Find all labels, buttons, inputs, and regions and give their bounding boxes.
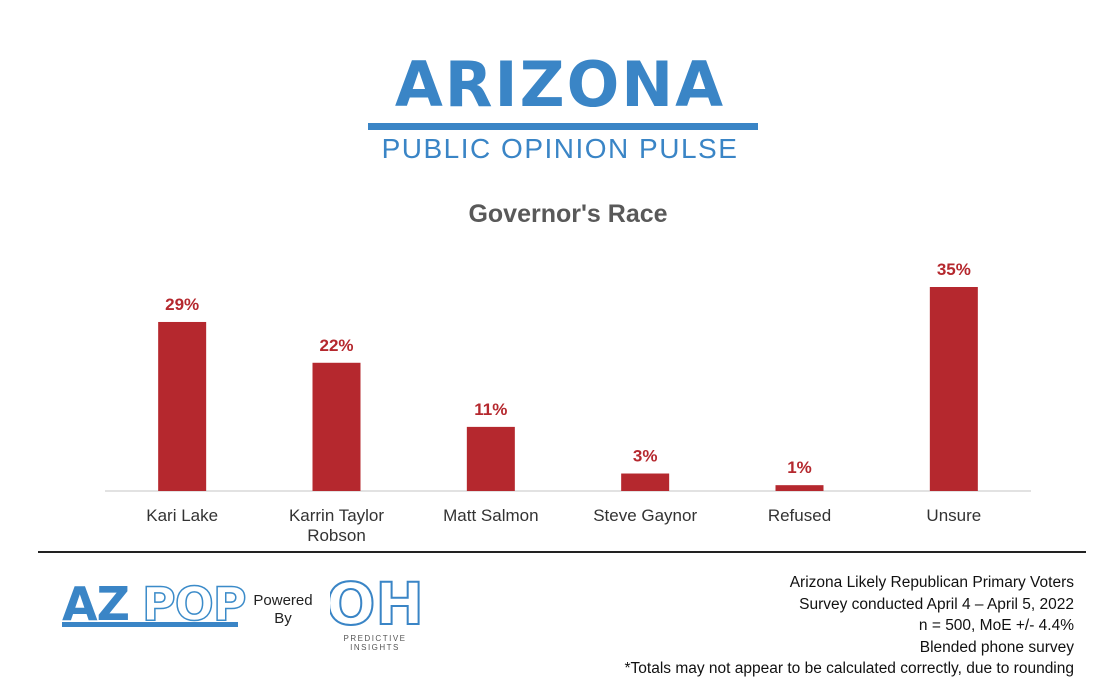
bar-3 (621, 473, 670, 491)
value-label-5: 35% (937, 260, 971, 279)
azpop-logo: AZ POP (62, 577, 247, 634)
bar-4 (775, 485, 824, 491)
survey-notes: Arizona Likely Republican Primary Voters… (625, 572, 1074, 680)
azpop-logo-pop: POP (141, 577, 247, 631)
azpop-logo-underline (62, 622, 238, 627)
bar-5 (929, 287, 978, 491)
logo-title: ARIZONA (394, 48, 726, 121)
value-label-2: 11% (474, 400, 507, 419)
category-label-2: Matt Salmon (443, 506, 538, 525)
survey-note-sample: n = 500, MoE +/- 4.4% (918, 617, 1074, 634)
oh-logo-mark: OH (325, 569, 425, 639)
survey-note-rounding: *Totals may not appear to be calculated … (624, 660, 1074, 677)
category-label-3: Steve Gaynor (593, 506, 697, 525)
category-label-1: Karrin Taylor Robson (289, 506, 384, 545)
category-label-4: Refused (768, 506, 831, 525)
bar-2 (466, 426, 515, 491)
oh-caption-line1: PREDICTIVE (343, 634, 407, 643)
survey-note-method: Blended phone survey (919, 638, 1074, 656)
oh-logo-caption: PREDICTIVE INSIGHTS (330, 634, 420, 652)
value-label-4: 1% (787, 458, 812, 477)
powered-by-line1: Powered (253, 592, 313, 609)
value-label-0: 29% (165, 295, 199, 314)
azpop-logo-az: AZ (62, 577, 130, 631)
arizona-public-opinion-pulse-logo: ARIZONA PUBLIC OPINION PULSE (360, 50, 760, 170)
oh-logo-letters: OH (330, 572, 420, 632)
logo-subtitle: PUBLIC OPINION PULSE (381, 133, 739, 164)
powered-by-line2: By (274, 610, 292, 627)
logo-rule (368, 123, 758, 130)
powered-by-text: Powered By (248, 592, 318, 628)
footer-divider (38, 551, 1086, 553)
bar-chart: 29% Kari Lake 22% Karrin Taylor Robson 11% Mat… (105, 260, 1031, 545)
survey-note-dates: Survey conducted April 4 – April 5, 2022 (799, 595, 1074, 613)
bar-0 (158, 321, 207, 491)
oh-caption-line2: INSIGHTS (350, 643, 400, 652)
category-label-5: Unsure (926, 506, 981, 525)
bar-1 (312, 362, 361, 491)
chart-title: Governor's Race (468, 200, 668, 228)
value-label-3: 3% (633, 447, 658, 466)
survey-note-population: Arizona Likely Republican Primary Voters (789, 574, 1074, 591)
value-label-1: 22% (319, 336, 353, 355)
oh-predictive-insights-logo: OH PREDICTIVE INSIGHTS (325, 569, 425, 652)
category-label-0: Kari Lake (146, 506, 218, 525)
